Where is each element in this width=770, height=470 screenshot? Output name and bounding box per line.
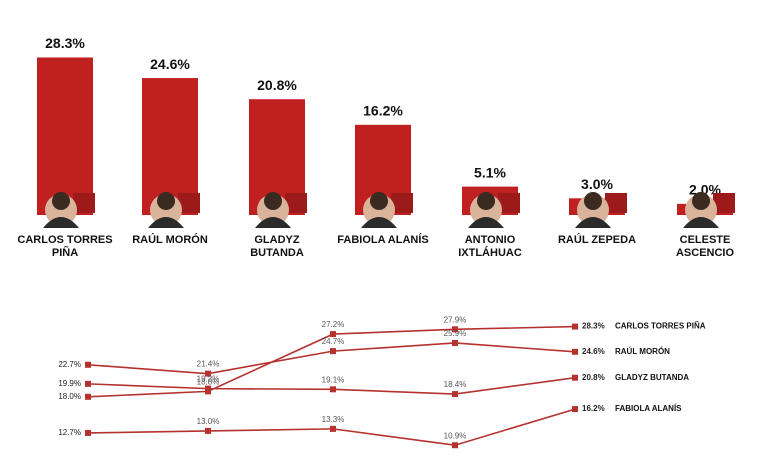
point xyxy=(205,385,211,392)
point xyxy=(572,323,578,330)
badge xyxy=(285,193,307,213)
photo-body xyxy=(361,217,397,228)
point-label: 10.9% xyxy=(444,431,467,440)
point-label: 18.4% xyxy=(444,380,467,389)
point xyxy=(85,380,91,387)
point-label: 21.4% xyxy=(197,360,220,369)
point-label: 13.0% xyxy=(197,417,220,426)
badge xyxy=(73,193,95,213)
point-label: 24.7% xyxy=(322,337,345,346)
point xyxy=(330,331,336,338)
badge xyxy=(498,193,520,213)
point xyxy=(85,429,91,436)
photo-hair xyxy=(692,192,710,210)
value-label: 24.6% xyxy=(150,56,190,72)
point-label: 12.7% xyxy=(58,428,81,437)
badge xyxy=(178,193,200,213)
badge xyxy=(605,193,627,213)
point xyxy=(572,374,578,381)
series-name: CARLOS TORRES PIÑA xyxy=(615,322,706,331)
point-label: 22.7% xyxy=(58,360,81,369)
point xyxy=(452,442,458,449)
photo-body xyxy=(255,217,291,228)
series-name: RAÚL MORÓN xyxy=(615,347,670,356)
point-label: 27.2% xyxy=(322,320,345,329)
series-name: FABIOLA ALANÍS xyxy=(615,404,682,413)
point xyxy=(452,339,458,346)
photo-hair xyxy=(157,192,175,210)
photo-body xyxy=(468,217,504,228)
point-label: 27.9% xyxy=(444,315,467,324)
series-line xyxy=(87,342,576,375)
value-label: 5.1% xyxy=(474,164,506,180)
value-label: 3.0% xyxy=(581,176,613,192)
point xyxy=(572,348,578,355)
bar xyxy=(142,78,198,215)
point-label: 19.9% xyxy=(58,379,81,388)
point xyxy=(572,406,578,413)
value-label: 28.3% xyxy=(45,35,85,51)
point xyxy=(330,386,336,393)
point xyxy=(205,370,211,377)
point xyxy=(452,391,458,398)
point-label: 19.2% xyxy=(197,375,220,384)
photo-body xyxy=(43,217,79,228)
bar xyxy=(37,57,93,215)
point-label: 18.0% xyxy=(58,392,81,401)
value-label: 16.2% xyxy=(363,103,403,119)
candidate-name: FABIOLA ALANÍS xyxy=(337,234,429,246)
badge xyxy=(391,193,413,213)
value-label: 20.8% xyxy=(257,77,297,93)
photo-hair xyxy=(264,192,282,210)
photo-body xyxy=(683,217,719,228)
point xyxy=(85,393,91,400)
photo-hair xyxy=(370,192,388,210)
point xyxy=(330,425,336,432)
badge xyxy=(713,193,735,213)
candidate-name: ANTONIO IXTLÁHUAC xyxy=(458,234,522,259)
candidate-name: RAÚL MORÓN xyxy=(132,234,208,246)
point-label: 19.1% xyxy=(322,375,345,384)
candidate-name: CARLOS TORRES PIÑA xyxy=(17,234,113,259)
series-name: GLADYZ BUTANDA xyxy=(615,373,689,382)
point-label: 16.2% xyxy=(582,404,605,413)
point-label: 24.6% xyxy=(582,347,605,356)
photo-hair xyxy=(52,192,70,210)
point xyxy=(330,348,336,355)
point-label: 28.3% xyxy=(582,322,605,331)
candidate-name: RAÚL ZEPEDA xyxy=(557,234,637,246)
point-label: 25.9% xyxy=(444,329,467,338)
point-label: 13.3% xyxy=(322,415,345,424)
photo-body xyxy=(148,217,184,228)
candidate-name: GLADYZ BUTANDA xyxy=(250,234,304,259)
photo-body xyxy=(575,217,611,228)
photo-hair xyxy=(584,192,602,210)
point-label: 20.8% xyxy=(582,373,605,382)
photo-hair xyxy=(477,192,495,210)
candidate-name: CELESTE ASCENCIO xyxy=(675,234,735,259)
point-label: 18.8% xyxy=(197,377,220,386)
point xyxy=(452,326,458,333)
point xyxy=(205,427,211,434)
point xyxy=(85,361,91,368)
